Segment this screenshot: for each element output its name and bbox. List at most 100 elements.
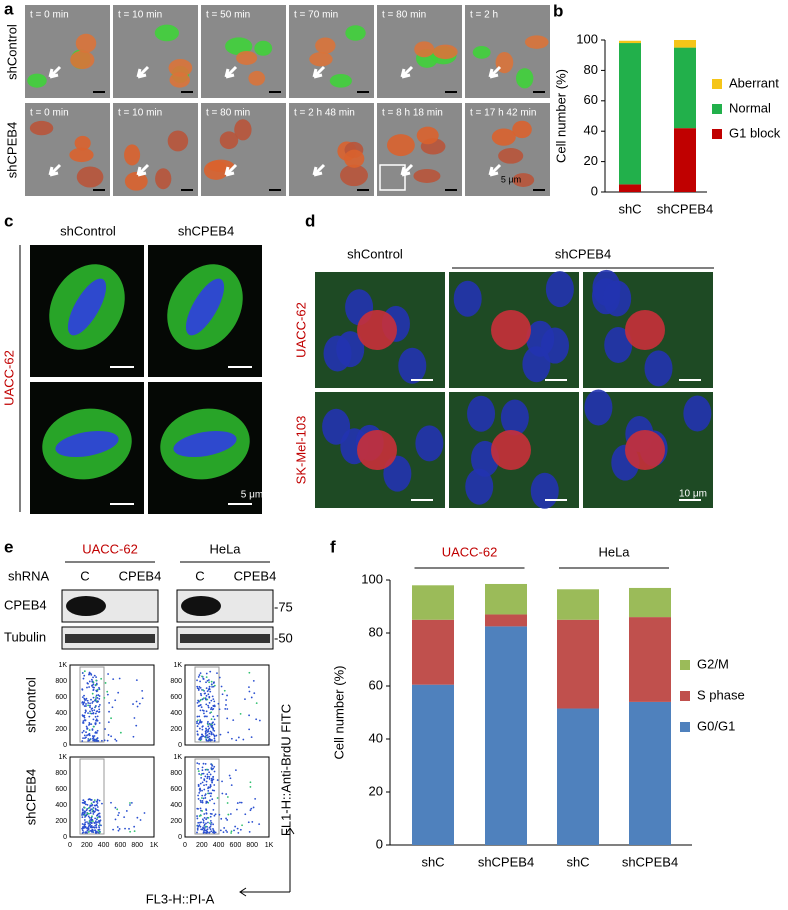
mitotic-cell [491,310,531,350]
bar-segment [485,614,527,627]
flow-dot [237,831,240,834]
flow-dot [202,735,205,737]
flow-dot [207,740,209,742]
flow-dot [203,828,206,831]
flow-dot [206,690,209,693]
flow-dot [84,811,87,813]
flow-dot [209,773,212,776]
flow-dot [110,801,112,804]
flow-dot [91,818,94,821]
flow-dot [81,701,84,703]
cell [491,128,516,146]
flow-dot [90,826,93,829]
bar-segment [674,47,696,129]
nucleus [545,271,574,308]
flow-dot [204,735,206,738]
cell [236,51,258,65]
flow-dot [81,801,84,804]
flow-dot [89,710,91,713]
flow-dot [86,699,89,702]
flow-dot [247,821,250,824]
flow-dot [228,774,231,777]
flow-dot [96,798,99,801]
flow-dot [81,816,84,819]
flow-y-tick: 400 [55,710,67,717]
flow-x-tick: 0 [183,842,187,849]
flow-dot [205,731,207,734]
flow-dot [213,723,216,726]
legend-swatch [712,104,722,114]
flow-dot [205,681,207,684]
flow-y-tick: 1K [173,754,182,761]
bar-segment [485,583,527,615]
flow-dot [83,670,86,673]
flow-x-tick: 400 [213,842,225,849]
nucleus [322,408,351,445]
flow-dot [91,692,94,695]
flow-dot [86,803,89,806]
scale-label: 5 μm [501,174,521,184]
flow-y-tick: 200 [170,818,182,825]
flow-dot [225,699,227,701]
flow-dot [198,762,201,765]
flow-dot [201,769,204,772]
flow-dot [258,823,261,825]
flow-dot [96,806,99,808]
mitotic-cell [625,310,665,350]
flow-dot [215,734,218,737]
flow-dot [206,679,209,682]
flow-dot [211,686,213,688]
flow-dot [87,733,90,736]
group-label: HeLa [598,544,630,559]
flow-dot [83,734,86,737]
flow-dot [85,705,87,707]
flow-dot [96,737,99,739]
flow-dot [248,690,251,693]
flow-dot [199,799,202,802]
flow-dot [100,677,103,680]
flow-dot [92,700,94,703]
flow-dot [97,829,100,832]
flow-dot [106,690,109,693]
flow-dot [207,790,210,792]
flow-dot [216,779,219,781]
flow-dot [216,714,219,717]
flow-dot [112,828,115,831]
flow-dot [81,696,84,699]
flow-dot [87,807,90,810]
flow-dot [84,815,87,817]
flow-dot [88,672,91,675]
flow-dot [212,823,215,826]
flow-dot [223,827,226,829]
flow-dot [98,697,101,700]
flow-dot [86,821,88,823]
time-label: t = 10 min [118,10,162,21]
flow-dot [206,736,209,739]
flow-dot [92,712,95,714]
flow-dot [249,781,252,784]
flow-dot [199,709,202,712]
flow-dot [110,735,113,738]
flow-dot [208,681,211,684]
flow-dot [227,813,230,816]
flow-dot [226,717,229,720]
flow-dot [196,722,198,725]
flow-dot [86,734,88,737]
cell [169,72,190,88]
flow-dot [213,832,216,834]
flow-dot [82,831,85,834]
flow-dot [205,808,207,811]
chromatin [55,430,119,458]
flow-dot [96,697,99,699]
flow-dot [236,802,239,804]
flow-dot [116,808,119,811]
flow-dot [232,719,235,722]
y-tick-label: 0 [591,183,598,198]
column-label: shControl [60,223,116,238]
flow-dot [223,689,226,692]
flow-y-tick: 800 [55,678,67,685]
flow-dot [107,734,110,736]
flow-dot [96,719,98,722]
flow-dot [225,817,227,820]
